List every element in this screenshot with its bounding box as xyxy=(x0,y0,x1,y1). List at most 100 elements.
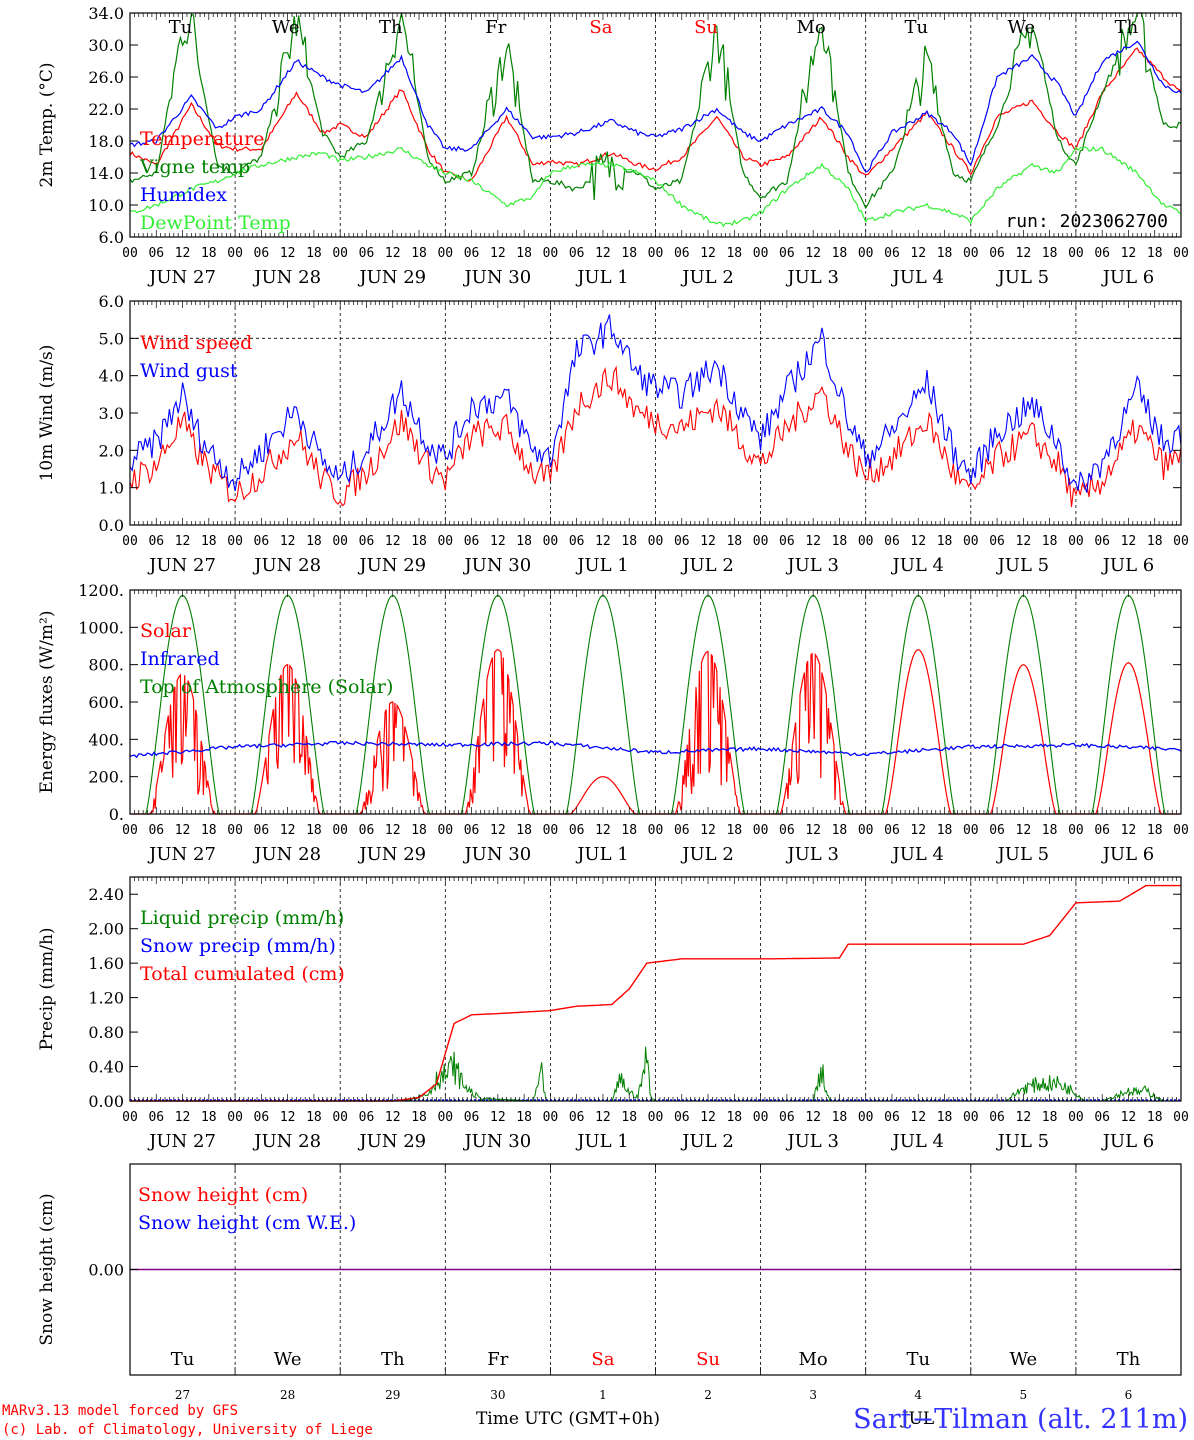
hour-label: 00 xyxy=(437,823,453,838)
hour-label: 18 xyxy=(411,1110,427,1125)
hour-label: 06 xyxy=(989,534,1005,549)
hour-label: 06 xyxy=(884,534,900,549)
hour-label: 06 xyxy=(674,534,690,549)
hour-label: 00 xyxy=(648,246,664,261)
hour-label: 06 xyxy=(359,1110,375,1125)
hour-label: 00 xyxy=(332,534,348,549)
day-name: Sa xyxy=(591,1349,614,1370)
hour-label: 00 xyxy=(543,1110,559,1125)
hour-label: 00 xyxy=(1068,823,1084,838)
y-axis-label: 2m Temp. (°C) xyxy=(37,62,57,187)
y-axis-label: Precip (mm/h) xyxy=(37,927,57,1050)
hour-label: 12 xyxy=(595,823,611,838)
date-label: JUN 27 xyxy=(147,267,216,288)
hour-label: 12 xyxy=(700,1110,716,1125)
hour-label: 00 xyxy=(1068,246,1084,261)
hour-label: 06 xyxy=(254,246,270,261)
y-axis-label: 10m Wind (m/s) xyxy=(37,345,57,482)
hour-label: 18 xyxy=(306,534,322,549)
date-label: JUL 1 xyxy=(575,555,629,576)
y-tick-label: 6.0 xyxy=(99,228,124,247)
series-line-3 xyxy=(129,145,1182,228)
date-label: JUL 5 xyxy=(996,1131,1050,1152)
hour-label: 06 xyxy=(254,534,270,549)
hour-label: 06 xyxy=(779,823,795,838)
legend-entry: Snow height (cm) xyxy=(138,1184,308,1206)
date-label: JUN 29 xyxy=(357,844,426,865)
hour-label: 18 xyxy=(1147,534,1163,549)
date-label: JUL 3 xyxy=(785,1131,839,1152)
hour-label: 18 xyxy=(1147,246,1163,261)
hour-label: 18 xyxy=(201,246,217,261)
date-label: JUN 27 xyxy=(147,555,216,576)
hour-label: 00 xyxy=(437,1110,453,1125)
hour-label: 00 xyxy=(227,823,243,838)
hour-label: 06 xyxy=(359,246,375,261)
day-number: 3 xyxy=(809,1388,817,1402)
legend-entry: Vigne temp xyxy=(139,156,250,178)
hour-label: 06 xyxy=(779,534,795,549)
day-number: 28 xyxy=(280,1388,295,1402)
hour-label: 00 xyxy=(858,1110,874,1125)
day-name: We xyxy=(1010,1349,1038,1370)
hour-label: 18 xyxy=(1147,823,1163,838)
hour-label: 18 xyxy=(726,1110,742,1125)
hour-label: 06 xyxy=(464,246,480,261)
day-name: We xyxy=(274,1349,302,1370)
date-label: JUN 28 xyxy=(252,555,321,576)
hour-label: 06 xyxy=(148,823,164,838)
y-tick-label: 0.80 xyxy=(88,1023,124,1042)
hour-label: 06 xyxy=(148,534,164,549)
date-label: JUL 2 xyxy=(680,555,734,576)
day-name: We xyxy=(1008,17,1036,38)
y-tick-label: 1200. xyxy=(78,581,124,600)
hour-label: 18 xyxy=(832,823,848,838)
hour-label: 06 xyxy=(254,1110,270,1125)
hour-label: 18 xyxy=(201,1110,217,1125)
hour-label: 12 xyxy=(1121,1110,1137,1125)
infrared-line xyxy=(129,740,1182,759)
hour-label: 18 xyxy=(726,246,742,261)
hour-label: 00 xyxy=(543,823,559,838)
hour-label: 06 xyxy=(674,1110,690,1125)
date-label: JUL 5 xyxy=(996,844,1050,865)
y-tick-label: 26.0 xyxy=(88,68,124,87)
hour-label: 18 xyxy=(937,246,953,261)
hour-label: 00 xyxy=(332,246,348,261)
day-name: Tu xyxy=(171,1349,195,1370)
hour-label: 06 xyxy=(1094,246,1110,261)
hour-label: 06 xyxy=(254,823,270,838)
y-tick-label: 0. xyxy=(109,805,124,824)
y-tick-label: 1.20 xyxy=(88,989,124,1008)
hour-label: 06 xyxy=(464,823,480,838)
hour-label: 18 xyxy=(621,823,637,838)
run-label: run: 2023062700 xyxy=(1005,211,1168,232)
hour-label: 12 xyxy=(805,823,821,838)
date-label: JUN 29 xyxy=(357,267,426,288)
hour-label: 18 xyxy=(1042,534,1058,549)
day-number: 5 xyxy=(1020,1388,1028,1402)
hour-label: 06 xyxy=(779,1110,795,1125)
legend-entry: DewPoint Temp xyxy=(140,212,291,234)
day-name: Th xyxy=(381,1349,405,1370)
hour-label: 06 xyxy=(1094,823,1110,838)
date-label: JUL 6 xyxy=(1101,555,1155,576)
hour-label: 06 xyxy=(884,246,900,261)
y-tick-label: 200. xyxy=(88,768,124,787)
day-number: 6 xyxy=(1125,1388,1133,1402)
legend-entry: Top of Atmosphere (Solar) xyxy=(140,676,393,698)
series-line-0 xyxy=(129,47,1182,182)
date-label: JUL 2 xyxy=(680,267,734,288)
hour-label: 00 xyxy=(648,534,664,549)
hour-label: 12 xyxy=(910,246,926,261)
date-label: JUL 4 xyxy=(890,555,944,576)
date-label: JUL 5 xyxy=(996,555,1050,576)
hour-label: 18 xyxy=(832,246,848,261)
hour-label: 00 xyxy=(543,246,559,261)
series-line-2 xyxy=(129,40,1182,173)
hour-label: 12 xyxy=(385,246,401,261)
hour-label: 00 xyxy=(332,1110,348,1125)
series-line-0 xyxy=(129,365,1182,508)
series-line-1 xyxy=(129,314,1182,493)
station-title: Sart−Tilman (alt. 211m) xyxy=(853,1404,1188,1435)
